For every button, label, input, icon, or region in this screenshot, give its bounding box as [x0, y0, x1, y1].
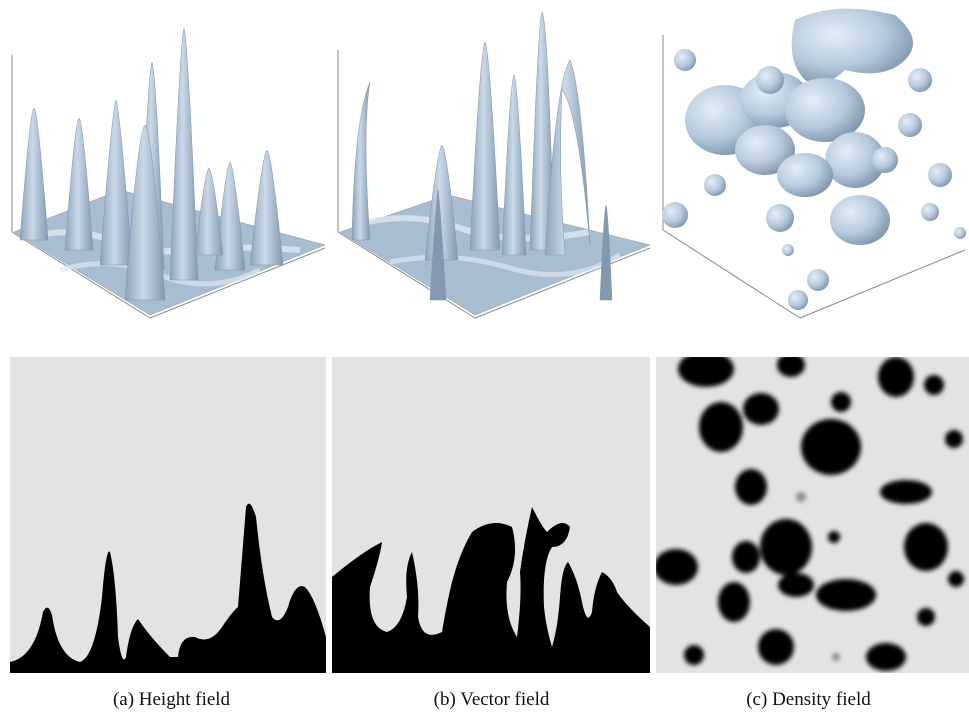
- vector-field-slice: [332, 357, 650, 673]
- height-field-slice: [10, 357, 326, 673]
- caption-vector-field: (b) Vector field: [433, 689, 550, 710]
- density-field-3d-render: [662, 8, 966, 319]
- density-field-slice: [656, 357, 969, 673]
- caption-height-field: (a) Height field: [112, 689, 231, 710]
- caption-density-field: (c) Density field: [746, 689, 871, 710]
- vector-field-3d-render: [337, 11, 651, 319]
- height-field-3d-render: [11, 27, 326, 319]
